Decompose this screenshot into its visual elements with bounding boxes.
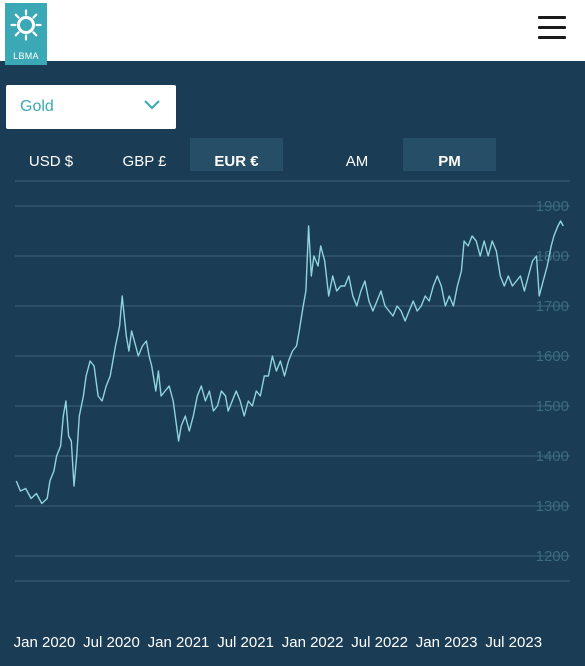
y-tick-label: 1700	[536, 298, 569, 315]
y-tick-label: 1800	[536, 248, 569, 265]
x-tick-label: Jul 2023	[485, 634, 542, 651]
lbma-logo[interactable]: LBMA	[5, 3, 47, 65]
sun-logo-icon	[10, 9, 42, 41]
x-tick-label: Jul 2021	[217, 634, 274, 651]
top-bar: LBMA	[0, 0, 585, 65]
x-tick-label: Jul 2022	[351, 634, 408, 651]
x-tick-label: Jan 2023	[416, 634, 478, 651]
tab-pm[interactable]: PM	[403, 138, 496, 171]
x-tick-label: Jan 2020	[14, 634, 76, 651]
x-tick-label: Jul 2020	[83, 634, 140, 651]
tab-eur[interactable]: EUR €	[190, 138, 283, 171]
x-tick-label: Jan 2021	[148, 634, 210, 651]
series-line	[15, 220, 564, 505]
metal-select-value: Gold	[20, 98, 54, 115]
chevron-down-icon	[144, 100, 160, 110]
y-tick-label: 1500	[536, 398, 569, 415]
y-tick-label: 1200	[536, 548, 569, 565]
tab-gbp[interactable]: GBP £	[122, 153, 167, 170]
hamburger-menu-icon[interactable]	[538, 16, 566, 40]
y-tick-label: 1300	[536, 498, 569, 515]
y-tick-label: 1600	[536, 348, 569, 365]
logo-text: LBMA	[13, 51, 39, 61]
tab-am[interactable]: AM	[345, 153, 369, 170]
x-tick-label: Jan 2022	[282, 634, 344, 651]
y-tick-label: 1900	[536, 198, 569, 215]
metal-select[interactable]: Gold	[6, 85, 176, 129]
y-tick-label: 1400	[536, 448, 569, 465]
tab-usd[interactable]: USD $	[28, 153, 74, 170]
